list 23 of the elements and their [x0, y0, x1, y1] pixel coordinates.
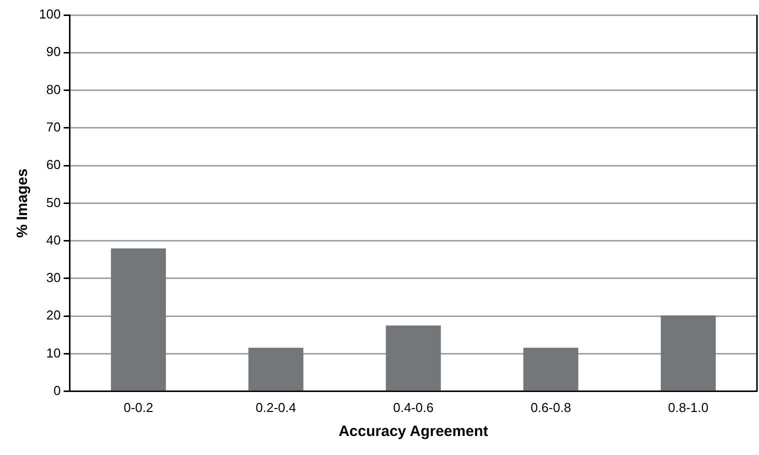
y-axis-title: % Images — [14, 168, 32, 238]
x-tick-label: 0.4-0.6 — [393, 400, 434, 415]
y-tick-label: 20 — [46, 308, 61, 323]
bar — [660, 315, 716, 391]
y-tick-label: 100 — [38, 6, 61, 22]
y-tick-label: 50 — [46, 194, 61, 210]
y-tick-label: 40 — [46, 232, 61, 248]
bar — [110, 248, 166, 391]
y-tick-label: 60 — [46, 157, 61, 172]
bar — [248, 348, 304, 391]
y-tick-label: 80 — [46, 82, 61, 97]
y-tick-label: 90 — [46, 44, 61, 60]
x-tick-label: 0.8-1.0 — [668, 400, 709, 415]
bar — [523, 348, 578, 391]
y-tick-label: 10 — [46, 345, 61, 360]
bar — [386, 326, 441, 391]
y-tick-label: 0 — [53, 382, 61, 398]
x-tick-label: 0-0.2 — [124, 400, 154, 415]
y-tick-label: 30 — [46, 270, 61, 286]
x-tick-label: 0.6-0.8 — [530, 400, 572, 415]
x-axis-title: Accuracy Agreement — [338, 423, 488, 440]
x-tick-label: 0.2-0.4 — [256, 400, 296, 415]
y-tick-label: 70 — [46, 120, 61, 134]
